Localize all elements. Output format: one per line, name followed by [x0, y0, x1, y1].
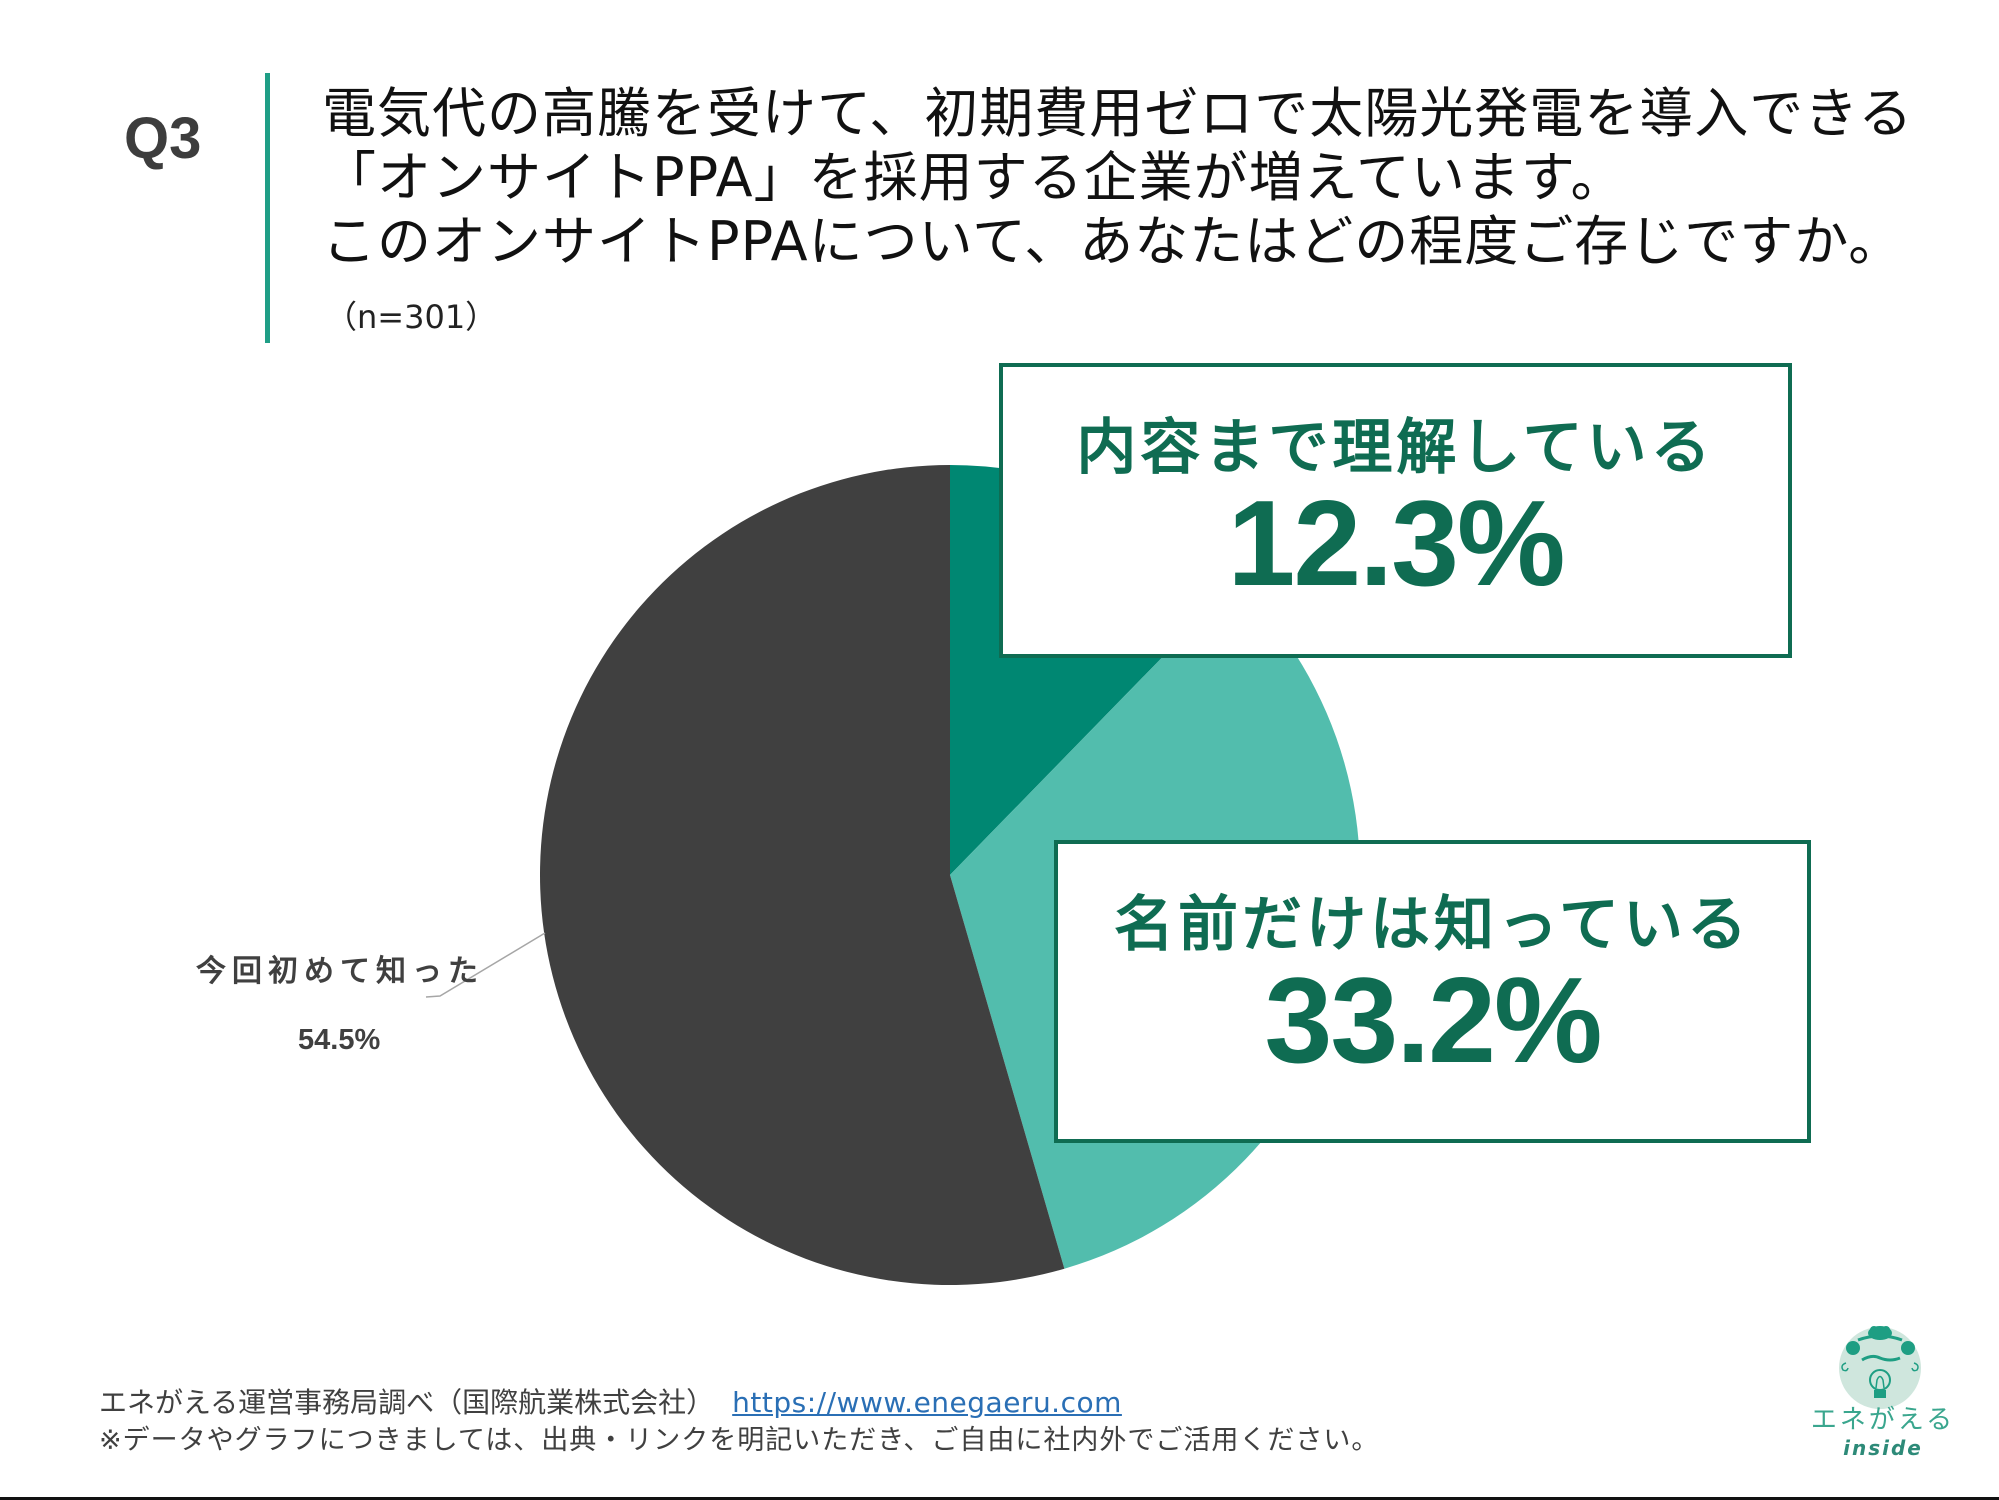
question-number: Q3: [124, 106, 202, 171]
callout-name-only: 名前だけは知っている 33.2%: [1054, 840, 1811, 1143]
callout-name-only-label: 名前だけは知っている: [1114, 890, 1751, 960]
source-text: エネがえる運営事務局調べ（国際航業株式会社）: [99, 1386, 715, 1419]
footer-source: エネがえる運営事務局調べ（国際航業株式会社） https://www.enegae…: [99, 1386, 1122, 1420]
slice-label-first-time: 今回初めて知った: [196, 954, 484, 989]
callout-name-only-value: 33.2%: [1264, 952, 1603, 1088]
slice-first-time: [540, 465, 1065, 1285]
title-line-1: 電気代の高騰を受けて、初期費用ゼロで太陽光発電を導入できる: [322, 82, 1914, 145]
callout-understand-label: 内容まで理解している: [1076, 413, 1715, 483]
callout-understand-value: 12.3%: [1227, 475, 1566, 611]
accent-bar: [265, 73, 270, 343]
logo-subtitle: inside: [1843, 1436, 1923, 1460]
sample-size: （n=301）: [325, 298, 498, 336]
frog-logo-icon: [1839, 1326, 1921, 1409]
title-line-3: このオンサイトPPAについて、あなたはどの程度ご存じですか。: [322, 210, 1904, 273]
source-link[interactable]: https://www.enegaeru.com: [732, 1386, 1122, 1419]
slice-value-first-time: 54.5%: [298, 1024, 381, 1056]
bottom-divider: [0, 1497, 1999, 1500]
logo-name: エネがえる: [1810, 1405, 1956, 1435]
usage-note: ※データやグラフにつきましては、出典・リンクを明記いただき、ご自由に社内外でご活…: [99, 1425, 1380, 1456]
title-line-2: 「オンサイトPPA」を採用する企業が増えています。: [322, 146, 1626, 209]
question-title: 電気代の高騰を受けて、初期費用ゼロで太陽光発電を導入できる 「オンサイトPPA」…: [322, 82, 1962, 274]
callout-understand: 内容まで理解している 12.3%: [999, 363, 1792, 658]
